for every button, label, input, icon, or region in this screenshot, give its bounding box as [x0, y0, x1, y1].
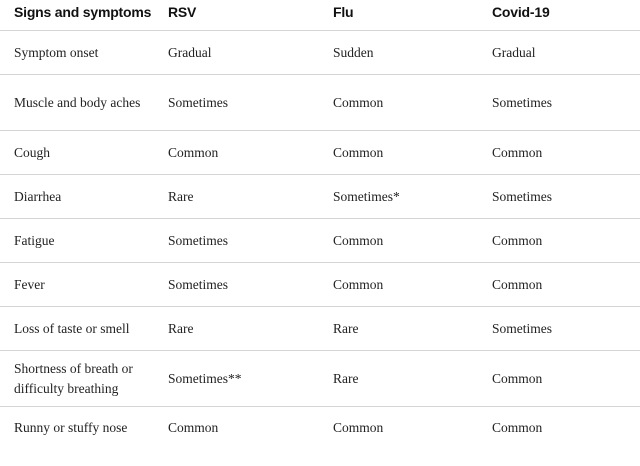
flu-cell: Rare: [333, 320, 359, 336]
table-row: Fatigue Sometimes Common Common: [0, 219, 640, 263]
symptom-cell: Shortness of breath or difficulty breath…: [14, 360, 133, 396]
table-row: Loss of taste or smell Rare Rare Sometim…: [0, 307, 640, 351]
symptom-cell: Diarrhea: [14, 188, 62, 204]
symptom-cell: Symptom onset: [14, 44, 99, 60]
flu-cell: Common: [333, 94, 384, 110]
rsv-cell: Gradual: [168, 44, 212, 60]
header-signs-and-symptoms: Signs and symptoms: [14, 4, 152, 20]
flu-cell: Common: [333, 144, 384, 160]
symptom-cell: Muscle and body aches: [14, 94, 141, 110]
flu-cell: Sudden: [333, 44, 374, 60]
rsv-cell: Sometimes: [168, 94, 228, 110]
covid-cell: Sometimes: [492, 320, 552, 336]
rsv-cell: Common: [168, 420, 219, 435]
covid-cell: Sometimes: [492, 94, 552, 110]
covid-cell: Common: [492, 232, 543, 248]
table-row: Cough Common Common Common: [0, 131, 640, 175]
symptom-cell: Fatigue: [14, 232, 55, 248]
flu-cell: Sometimes*: [333, 188, 400, 204]
covid-cell: Common: [492, 370, 543, 386]
symptoms-comparison-table: Signs and symptoms RSV Flu Covid-19 Symp…: [0, 0, 640, 449]
table-header-row: Signs and symptoms RSV Flu Covid-19: [0, 0, 640, 31]
table-row: Shortness of breath or difficulty breath…: [0, 351, 640, 407]
rsv-cell: Sometimes: [168, 232, 228, 248]
table-row: Diarrhea Rare Sometimes* Sometimes: [0, 175, 640, 219]
symptom-cell: Fever: [14, 276, 45, 292]
covid-cell: Common: [492, 420, 543, 435]
symptom-cell: Loss of taste or smell: [14, 320, 130, 336]
symptom-cell: Cough: [14, 144, 51, 160]
header-rsv: RSV: [168, 4, 197, 20]
covid-cell: Sometimes: [492, 188, 552, 204]
header-flu: Flu: [333, 4, 354, 20]
covid-cell: Common: [492, 144, 543, 160]
header-covid-19: Covid-19: [492, 4, 550, 20]
table-row: Symptom onset Gradual Sudden Gradual: [0, 31, 640, 75]
covid-cell: Gradual: [492, 44, 536, 60]
flu-cell: Common: [333, 420, 384, 435]
symptom-cell: Runny or stuffy nose: [14, 420, 128, 435]
rsv-cell: Rare: [168, 188, 194, 204]
table-row: Fever Sometimes Common Common: [0, 263, 640, 307]
table-row: Runny or stuffy nose Common Common Commo…: [0, 407, 640, 449]
rsv-cell: Common: [168, 144, 219, 160]
flu-cell: Common: [333, 232, 384, 248]
flu-cell: Common: [333, 276, 384, 292]
rsv-cell: Rare: [168, 320, 194, 336]
flu-cell: Rare: [333, 370, 359, 386]
rsv-cell: Sometimes: [168, 276, 228, 292]
covid-cell: Common: [492, 276, 543, 292]
table-row: Muscle and body aches Sometimes Common S…: [0, 75, 640, 131]
rsv-cell: Sometimes**: [168, 370, 242, 386]
